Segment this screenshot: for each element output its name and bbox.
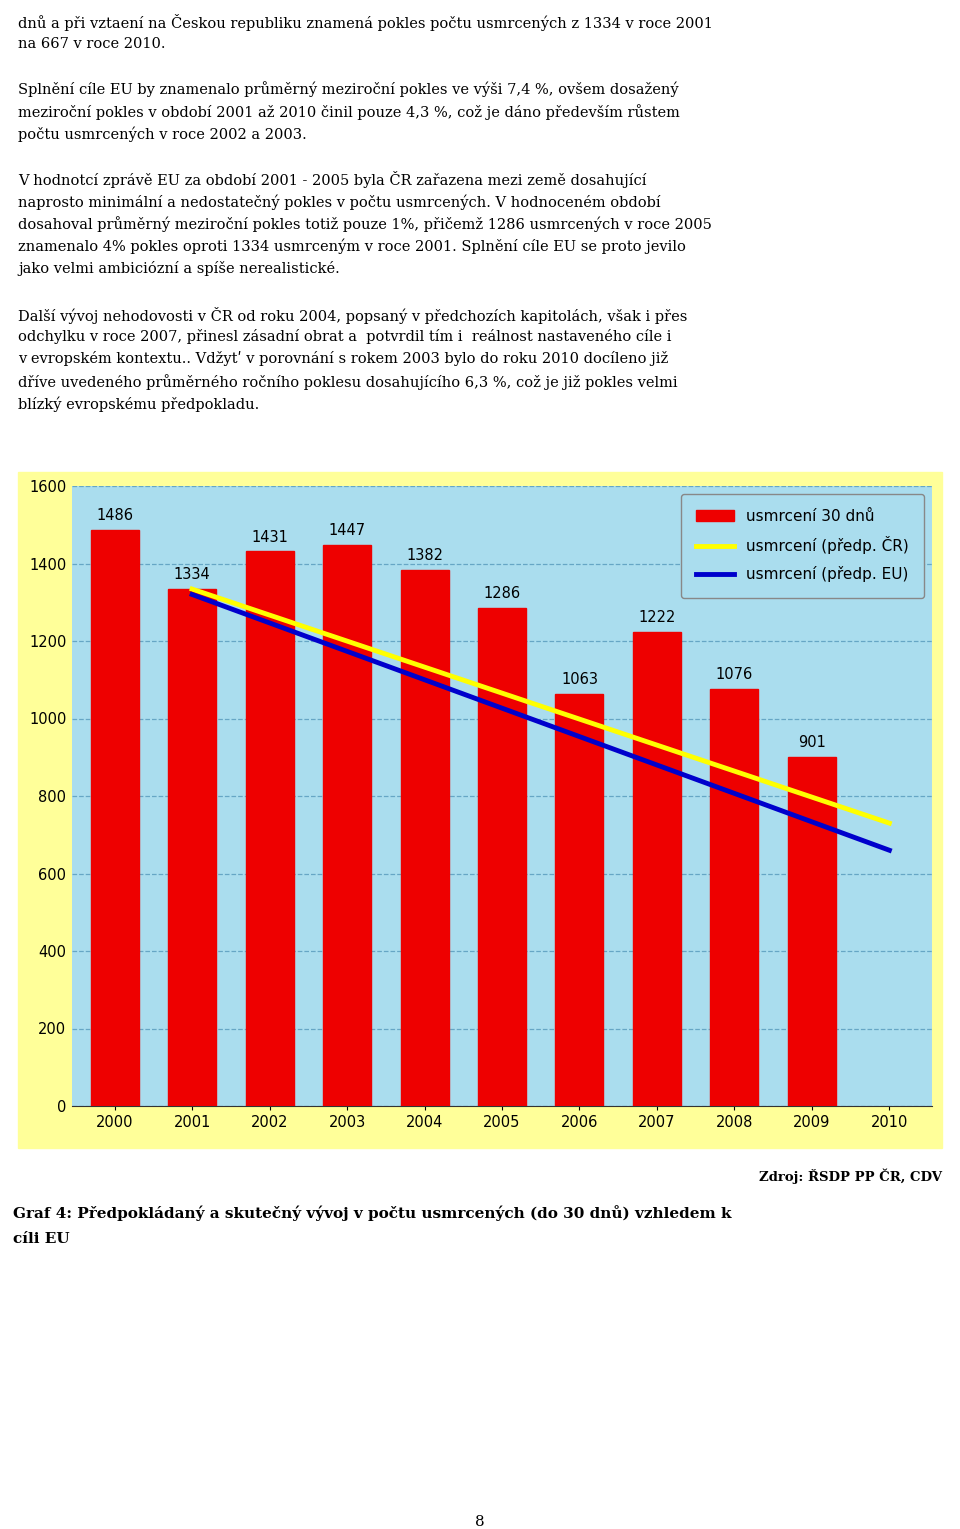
Text: 8: 8 [475, 1515, 485, 1529]
Bar [788, 757, 836, 1105]
Bar [90, 531, 138, 1105]
Text: naprosto minimální a nedostatečný pokles v počtu usmrcených. V hodnoceném období: naprosto minimální a nedostatečný pokles… [18, 194, 660, 209]
Text: cíli EU: cíli EU [13, 1232, 70, 1246]
Text: odchylku v roce 2007, přinesl zásadní obrat a  potvrdil tím i  reálnost nastaven: odchylku v roce 2007, přinesl zásadní ob… [18, 329, 671, 344]
Bar [556, 694, 604, 1105]
Text: 1447: 1447 [328, 523, 366, 538]
Bar [400, 570, 448, 1105]
Text: 1486: 1486 [96, 508, 133, 523]
Bar [246, 552, 294, 1105]
Text: dnů a při vztaení na Českou republiku znamená pokles počtu usmrcených z 1334 v r: dnů a při vztaení na Českou republiku zn… [18, 14, 713, 31]
Text: dosahoval průměrný meziroční pokles totiž pouze 1%, přičemž 1286 usmrcených v ro: dosahoval průměrný meziroční pokles toti… [18, 217, 712, 232]
Text: 1063: 1063 [561, 673, 598, 687]
Bar [168, 589, 216, 1105]
Text: 1286: 1286 [484, 586, 520, 601]
Text: V hodnotcí zprávě EU za období 2001 - 2005 byla ČR zařazena mezi země dosahující: V hodnotcí zprávě EU za období 2001 - 20… [18, 171, 646, 188]
Text: dříve uvedeného průměrného ročního poklesu dosahujícího 6,3 %, což je již pokles: dříve uvedeného průměrného ročního pokle… [18, 375, 678, 390]
Bar [710, 690, 758, 1105]
Text: Zdroj: ŘSDP PP ČR, CDV: Zdroj: ŘSDP PP ČR, CDV [759, 1168, 942, 1183]
Bar [478, 607, 526, 1105]
Text: 1334: 1334 [174, 567, 210, 583]
Text: v evropském kontextu.. Vdžytʹ v porovnání s rokem 2003 bylo do roku 2010 docílen: v evropském kontextu.. Vdžytʹ v porovnán… [18, 352, 668, 367]
Bar [323, 546, 372, 1105]
Text: blízký evropskému předpokladu.: blízký evropskému předpokladu. [18, 396, 259, 411]
Text: Další vývoj nehodovosti v ČR od roku 2004, popsaný v předchozích kapitolách, vša: Další vývoj nehodovosti v ČR od roku 200… [18, 306, 687, 324]
Text: Graf 4: Předpokládaný a skutečný vývoj v počtu usmrcených (do 30 dnů) vzhledem k: Graf 4: Předpokládaný a skutečný vývoj v… [13, 1205, 732, 1220]
Text: Splnění cíle EU by znamenalo průměrný meziroční pokles ve výši 7,4 %, ovšem dosa: Splnění cíle EU by znamenalo průměrný me… [18, 81, 679, 98]
Text: na 667 v roce 2010.: na 667 v roce 2010. [18, 37, 165, 50]
Text: 1431: 1431 [252, 529, 288, 544]
Legend: usmrcení 30 dnů, usmrcení (předp. ČR), usmrcení (předp. EU): usmrcení 30 dnů, usmrcení (předp. ČR), u… [681, 494, 924, 598]
Text: jako velmi ambiciózní a spíše nerealistické.: jako velmi ambiciózní a spíše nerealisti… [18, 261, 340, 277]
Text: meziroční pokles v období 2001 až 2010 činil pouze 4,3 %, což je dáno především : meziroční pokles v období 2001 až 2010 č… [18, 104, 680, 119]
Text: znamenalo 4% pokles oproti 1334 usmrceným v roce 2001. Splnění cíle EU se proto : znamenalo 4% pokles oproti 1334 usmrcený… [18, 239, 685, 254]
Text: 901: 901 [798, 735, 826, 749]
Text: 1222: 1222 [638, 610, 676, 625]
Bar [633, 633, 681, 1105]
Text: 1382: 1382 [406, 549, 443, 564]
Text: počtu usmrcených v roce 2002 a 2003.: počtu usmrcených v roce 2002 a 2003. [18, 127, 307, 142]
Text: 1076: 1076 [716, 667, 753, 682]
